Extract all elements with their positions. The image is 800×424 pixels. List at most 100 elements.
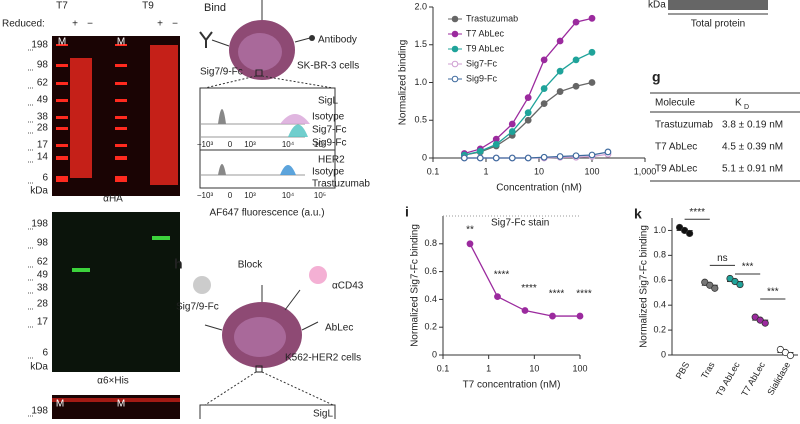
data-point [524, 116, 532, 124]
label: Block [238, 260, 263, 271]
x-tick-label: 100 [584, 166, 599, 176]
label: − [87, 19, 93, 30]
label: Antibody [318, 35, 357, 46]
x-axis-label: Concentration (nM) [496, 183, 582, 194]
data-point [492, 141, 500, 148]
label: T7 AbLec [655, 142, 697, 153]
data-point [588, 48, 596, 56]
y-axis-label: Normalized Sig7-Fc binding [410, 224, 421, 347]
label: M [117, 37, 125, 48]
data-point [576, 312, 584, 320]
data-point [508, 128, 516, 135]
label: AF647 fluorescence (a.u.) [209, 208, 324, 219]
y-tick-label: 0.2 [653, 324, 666, 334]
marker-label: 14 [37, 152, 49, 163]
data-point [786, 351, 795, 360]
data-point [476, 154, 484, 162]
green-bands [72, 236, 170, 272]
label: Reduced: [2, 19, 45, 30]
label: M [58, 37, 66, 48]
x-axis-label: T7 concentration (nM) [463, 380, 561, 391]
data-point [540, 56, 548, 64]
data-point [524, 109, 532, 117]
y-tick-label: 0.6 [653, 275, 666, 285]
label: K562-HER2 cells [285, 353, 361, 364]
data-point [736, 280, 744, 289]
data-point [540, 153, 548, 161]
y-tick-label: 1.0 [653, 225, 666, 235]
label: 10⁵ [314, 140, 326, 149]
label: 5.1 ± 0.91 nM [722, 164, 783, 175]
x-tick-label: 10 [529, 363, 539, 373]
legend-label: Sig9-Fc [466, 73, 498, 83]
marker-label: 98 [37, 238, 49, 249]
red-bands [52, 44, 180, 402]
data-point [572, 82, 580, 90]
label: SigL [318, 96, 338, 107]
data-point [556, 67, 564, 75]
label: Isotype [312, 167, 345, 178]
label: αCD43 [332, 281, 364, 292]
data-point [460, 154, 468, 162]
significance: **** [521, 283, 537, 294]
data-point [524, 154, 532, 162]
data-point [572, 56, 580, 64]
y-tick-label: 0.4 [424, 294, 437, 304]
x-tick-label: 0.1 [437, 363, 450, 373]
marker-label: 49 [37, 95, 49, 106]
data-point [572, 18, 580, 26]
label: g [652, 69, 661, 85]
label: Total protein [691, 19, 745, 30]
y-axis-label: Normalized binding [398, 40, 409, 126]
label: h [174, 256, 183, 272]
data-point [492, 154, 500, 162]
data-point [604, 148, 612, 156]
data-point [588, 79, 596, 86]
label: SK-BR-3 cells [297, 61, 359, 72]
y-tick-label: 0.4 [653, 300, 666, 310]
label: Molecule [655, 98, 695, 109]
label: αHA [103, 194, 123, 205]
label: M [117, 399, 125, 410]
cell-block [193, 266, 336, 424]
data-point [711, 284, 719, 292]
significance: **** [494, 269, 510, 280]
label: −10³ [197, 191, 214, 200]
data-point [540, 85, 548, 92]
legend-label: T7 AbLec [466, 28, 505, 38]
data-point [521, 307, 529, 314]
series-line [469, 243, 580, 317]
label: − [172, 19, 178, 30]
total-protein-blot [668, 0, 768, 10]
marker-label: 38 [37, 112, 49, 123]
marker-label: 28 [37, 123, 49, 134]
label: T9 [142, 1, 154, 12]
label: Trastuzumab [312, 179, 370, 190]
label: kDa [30, 186, 48, 197]
legend-marker [451, 60, 459, 68]
data-point [508, 120, 516, 128]
marker-label: 98 [37, 60, 49, 71]
significance: *** [767, 287, 779, 298]
cell-bind [199, 0, 336, 189]
y-tick-label: 0.2 [424, 322, 437, 332]
data-point [556, 153, 564, 160]
label: −10³ [197, 140, 214, 149]
marker-label: 38 [37, 283, 49, 294]
label: K [735, 98, 742, 109]
data-point [685, 229, 694, 238]
marker-label: 17 [37, 317, 49, 328]
label: 10⁴ [282, 140, 295, 149]
label: 10³ [244, 191, 256, 200]
data-point [572, 152, 580, 160]
label: Trastuzumab [655, 120, 713, 131]
x-tick-label: 1 [483, 166, 488, 176]
label: 10⁵ [314, 191, 326, 200]
data-point [476, 147, 484, 155]
label: SigL [313, 409, 333, 419]
label: 10³ [244, 140, 256, 149]
x-tick-label: 10 [534, 166, 544, 176]
x-tick-label: T7 AbLec [739, 360, 767, 398]
label: + [72, 19, 78, 30]
label: 0 [228, 191, 233, 200]
